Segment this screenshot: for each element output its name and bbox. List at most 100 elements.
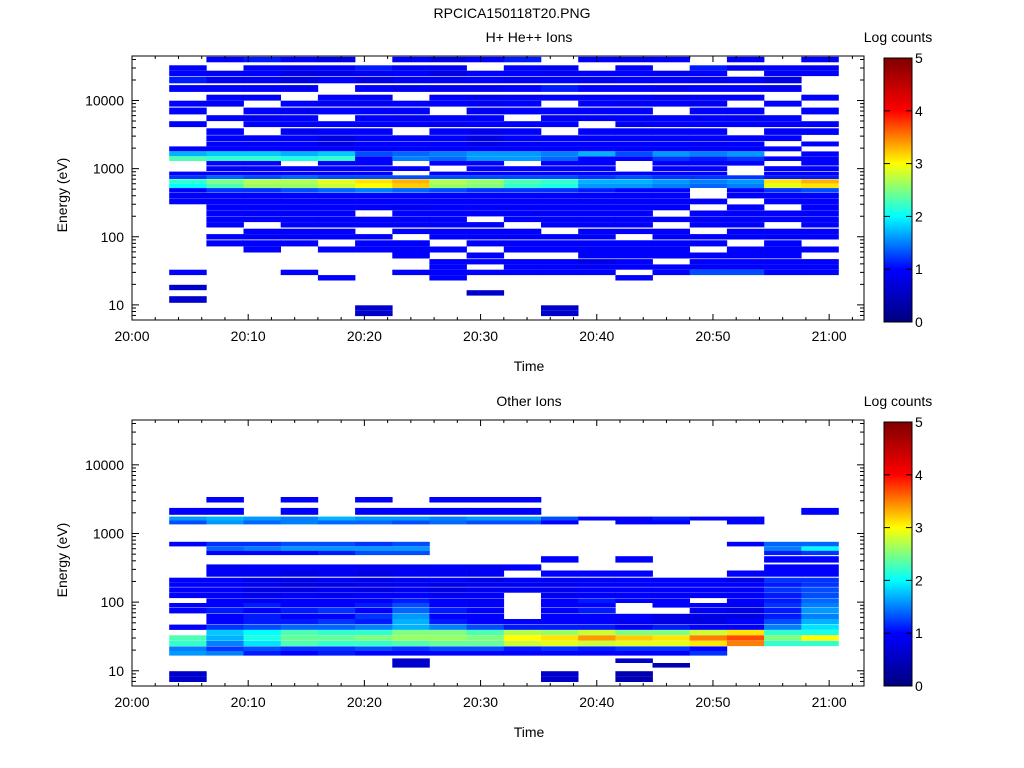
- heatmap-cell: [503, 94, 542, 101]
- heatmap-cell: [503, 198, 542, 205]
- heatmap-cell: [355, 546, 393, 551]
- heatmap-cell: [206, 128, 244, 135]
- heatmap-cell: [206, 135, 244, 142]
- heatmap-cell: [578, 228, 616, 235]
- heatmap-cell: [169, 156, 207, 161]
- heatmap-cell: [689, 198, 728, 205]
- heatmap-cell: [615, 592, 653, 599]
- heatmap-cell: [317, 603, 356, 608]
- heatmap-cell: [392, 216, 430, 223]
- heatmap-cell: [317, 65, 356, 71]
- heatmap-cell: [280, 640, 319, 647]
- heatmap-cell: [764, 183, 802, 188]
- colorbar: [883, 421, 913, 687]
- heatmap-cell: [652, 646, 690, 651]
- heatmap-cell: [206, 640, 244, 647]
- heatmap-cell: [503, 107, 542, 115]
- heatmap-cell: [466, 259, 505, 265]
- heatmap-cell: [652, 577, 690, 583]
- heatmap-cell: [392, 541, 430, 547]
- heatmap-cell: [541, 222, 579, 228]
- heatmap-cell: [466, 179, 505, 184]
- heatmap-cell: [317, 629, 356, 636]
- heatmap-cell: [355, 577, 393, 583]
- heatmap-cell: [541, 556, 579, 563]
- heatmap-cell: [541, 269, 579, 276]
- heatmap-cell: [615, 156, 653, 161]
- heatmap-cell: [541, 570, 579, 577]
- heatmap-cell: [317, 592, 356, 599]
- colorbar-tick-label: 5: [915, 414, 923, 430]
- heatmap-cell: [355, 507, 393, 515]
- heatmap-cell: [801, 264, 839, 270]
- heatmap-cell: [317, 577, 356, 583]
- heatmap-cell: [429, 161, 467, 166]
- x-tick-label: 20:40: [579, 694, 614, 710]
- heatmap-cell: [169, 608, 207, 614]
- heatmap-cell: [429, 635, 467, 641]
- heatmap-cell: [355, 570, 393, 577]
- heatmap-cell: [541, 151, 579, 157]
- heatmap-cell: [243, 146, 281, 152]
- heatmap-cell: [243, 234, 281, 240]
- heatmap-cell: [541, 216, 579, 223]
- heatmap-cell: [317, 619, 356, 625]
- heatmap-cell: [541, 592, 579, 599]
- heatmap-cell: [280, 179, 319, 184]
- heatmap-cell: [429, 269, 467, 276]
- heatmap-cell: [503, 141, 542, 147]
- heatmap-cell: [541, 259, 579, 265]
- heatmap-cell: [280, 204, 319, 211]
- heatmap-cell: [726, 183, 765, 188]
- plot-frame: [131, 419, 865, 687]
- heatmap-cell: [726, 635, 765, 641]
- heatmap-cell: [280, 550, 319, 556]
- heatmap-cell: [429, 204, 467, 211]
- heatmap-cell: [726, 234, 765, 240]
- heatmap-cell: [503, 100, 542, 107]
- heatmap-cell: [578, 183, 616, 188]
- heatmap-cell: [243, 570, 281, 577]
- heatmap-cell: [429, 94, 467, 101]
- heatmap-cell: [243, 577, 281, 583]
- heatmap-cell: [503, 146, 542, 152]
- heatmap-cell: [764, 179, 802, 184]
- heatmap-cell: [689, 76, 728, 84]
- heatmap-cell: [429, 264, 467, 270]
- heatmap-cell: [355, 135, 393, 142]
- heatmap-cell: [280, 128, 319, 135]
- heatmap-cell: [801, 56, 839, 63]
- heatmap-cell: [355, 305, 393, 311]
- heatmap-cell: [355, 175, 393, 179]
- heatmap-cell: [615, 582, 653, 587]
- heatmap-cell: [429, 65, 467, 71]
- heatmap-cell: [429, 587, 467, 593]
- heatmap-cell: [503, 516, 542, 521]
- heatmap-cell: [615, 56, 653, 63]
- y-tick-label: 10: [108, 297, 124, 313]
- heatmap-cell: [243, 598, 281, 603]
- heatmap-cell: [280, 193, 319, 199]
- heatmap-cell: [392, 146, 430, 152]
- heatmap-cell: [169, 76, 207, 84]
- heatmap-cell: [169, 198, 207, 205]
- heatmap-cell: [689, 161, 728, 166]
- heatmap-cell: [503, 564, 542, 571]
- heatmap-cell: [726, 115, 765, 122]
- heatmap-cell: [801, 228, 839, 235]
- heatmap-cell: [652, 216, 690, 223]
- heatmap-cell: [726, 629, 765, 636]
- heatmap-cell: [280, 198, 319, 205]
- heatmap-cell: [689, 100, 728, 107]
- heatmap-cell: [689, 179, 728, 184]
- heatmap-cell: [317, 193, 356, 199]
- heatmap-cell: [429, 646, 467, 651]
- heatmap-cell: [615, 141, 653, 147]
- heatmap-cell: [801, 151, 839, 157]
- heatmap-cell: [652, 635, 690, 641]
- heatmap-cell: [280, 507, 319, 515]
- heatmap-cell: [764, 624, 802, 630]
- heatmap-cell: [801, 179, 839, 184]
- heatmap-cell: [726, 252, 765, 259]
- heatmap-cell: [615, 107, 653, 115]
